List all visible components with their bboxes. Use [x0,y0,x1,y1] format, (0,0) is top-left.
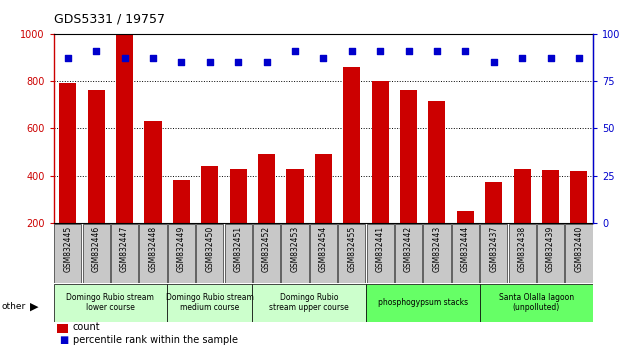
FancyBboxPatch shape [281,224,309,282]
FancyBboxPatch shape [395,224,422,282]
Text: Santa Olalla lagoon
(unpolluted): Santa Olalla lagoon (unpolluted) [498,293,574,312]
Text: Domingo Rubio
stream upper course: Domingo Rubio stream upper course [269,293,349,312]
Bar [116,34,133,270]
Text: other: other [2,302,26,311]
Point [347,48,357,53]
Text: GSM832441: GSM832441 [375,226,385,272]
Bar [514,169,531,270]
Bar [230,169,247,270]
Text: GSM832447: GSM832447 [120,226,129,272]
Text: GSM832451: GSM832451 [233,226,243,272]
Text: GSM832443: GSM832443 [432,226,442,272]
Point [574,56,584,61]
FancyBboxPatch shape [423,224,451,282]
FancyBboxPatch shape [168,224,195,282]
Bar [400,91,417,270]
Text: GSM832452: GSM832452 [262,226,271,272]
Text: GSM832454: GSM832454 [319,226,328,272]
Bar [258,154,275,270]
Text: phosphogypsum stacks: phosphogypsum stacks [378,298,468,307]
Text: percentile rank within the sample: percentile rank within the sample [73,335,237,345]
Bar [144,121,162,270]
Point [517,56,528,61]
Point [261,59,271,65]
Point [204,59,215,65]
FancyBboxPatch shape [338,224,365,282]
Text: GSM832445: GSM832445 [63,226,73,272]
Text: ■: ■ [59,335,68,345]
FancyBboxPatch shape [167,284,252,322]
FancyBboxPatch shape [509,224,536,282]
FancyBboxPatch shape [565,224,593,282]
Text: GSM832444: GSM832444 [461,226,470,272]
Bar [485,182,502,270]
Text: GSM832440: GSM832440 [574,226,584,272]
Text: ▶: ▶ [30,301,38,311]
Point [432,48,442,53]
FancyBboxPatch shape [111,224,138,282]
FancyBboxPatch shape [139,224,167,282]
FancyBboxPatch shape [54,284,167,322]
FancyBboxPatch shape [480,224,507,282]
Point [460,48,470,53]
FancyBboxPatch shape [480,284,593,322]
Point [404,48,414,53]
FancyBboxPatch shape [537,224,564,282]
FancyBboxPatch shape [83,224,110,282]
Bar [343,67,360,270]
Text: GSM832437: GSM832437 [489,226,498,272]
Text: count: count [73,322,100,332]
Text: GSM832446: GSM832446 [91,226,101,272]
Bar [173,181,190,270]
Text: Domingo Rubio stream
medium course: Domingo Rubio stream medium course [166,293,254,312]
Text: Domingo Rubio stream
lower course: Domingo Rubio stream lower course [66,293,155,312]
FancyBboxPatch shape [225,224,252,282]
Bar [457,211,474,270]
Point [63,56,73,61]
Point [545,56,556,61]
Bar [201,166,218,270]
Point [375,48,385,53]
Point [319,56,329,61]
Text: GDS5331 / 19757: GDS5331 / 19757 [54,12,165,25]
Text: GSM832442: GSM832442 [404,226,413,272]
Text: GSM832455: GSM832455 [347,226,357,272]
Point [91,48,102,53]
FancyBboxPatch shape [310,224,337,282]
Text: GSM832453: GSM832453 [290,226,300,272]
FancyBboxPatch shape [252,284,366,322]
Text: GSM832450: GSM832450 [205,226,215,272]
Bar [542,170,559,270]
Point [233,59,244,65]
Bar [570,171,587,270]
FancyBboxPatch shape [452,224,479,282]
FancyBboxPatch shape [253,224,280,282]
Bar [286,169,304,270]
FancyBboxPatch shape [54,224,81,282]
Point [290,48,300,53]
Point [489,59,499,65]
Bar [428,101,445,270]
Point [177,59,187,65]
Bar [59,83,76,270]
Point [148,56,158,61]
FancyBboxPatch shape [366,284,480,322]
Text: GSM832439: GSM832439 [546,226,555,272]
Bar [372,81,389,270]
FancyBboxPatch shape [367,224,394,282]
Bar [88,91,105,270]
Bar [315,154,332,270]
FancyBboxPatch shape [196,224,223,282]
Point [120,56,130,61]
Text: GSM832438: GSM832438 [517,226,527,272]
Text: GSM832449: GSM832449 [177,226,186,272]
Text: GSM832448: GSM832448 [148,226,158,272]
